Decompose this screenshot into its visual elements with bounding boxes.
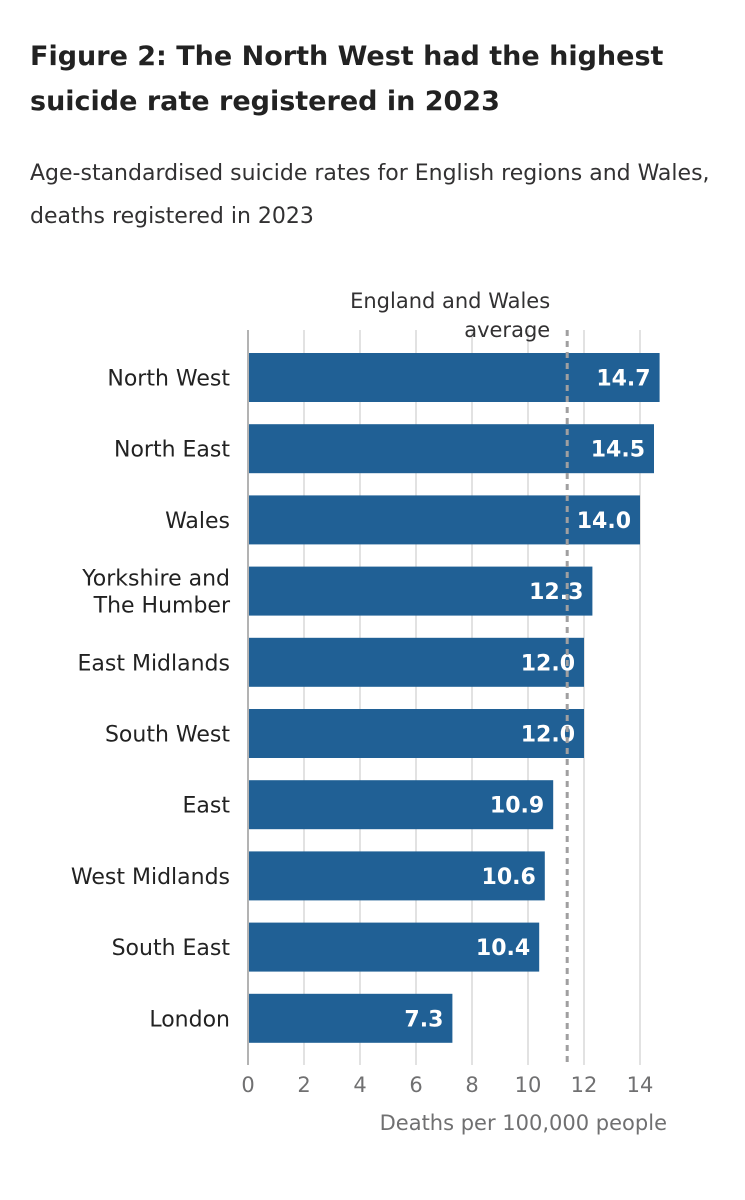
bar	[248, 709, 584, 758]
bar-value-label: 14.0	[577, 509, 631, 534]
bar	[248, 495, 640, 545]
category-label: North East	[114, 438, 230, 463]
category-label: East	[183, 794, 231, 819]
x-tick-label: 2	[297, 1073, 310, 1097]
category-label: Yorkshire and The Humber	[81, 567, 231, 619]
bar-value-label: 14.7	[596, 367, 650, 392]
bar	[248, 780, 554, 830]
bar-value-label: 10.6	[482, 865, 536, 890]
bar-value-label: 10.4	[476, 936, 530, 961]
chart-subtitle: Age-standardised suicide rates for Engli…	[30, 161, 710, 229]
bar	[248, 993, 453, 1043]
x-tick-label: 10	[515, 1073, 542, 1097]
category-label: North West	[107, 367, 230, 392]
bar	[248, 922, 540, 972]
x-tick-label: 8	[465, 1073, 478, 1097]
x-tick-label: 4	[353, 1073, 366, 1097]
reference-line-group: England and Wales average	[350, 289, 569, 1065]
bar	[248, 566, 593, 616]
average-reference-label: England and Wales average	[350, 289, 550, 342]
x-axis-title: Deaths per 100,000 people	[380, 1111, 667, 1135]
bar-value-label: 7.3	[404, 1007, 443, 1032]
chart-title: Figure 2: The North West had the highest…	[30, 41, 664, 117]
bars: 14.714.514.012.312.012.010.910.610.47.3	[248, 353, 660, 1043]
bar	[248, 424, 654, 474]
x-tick-label: 14	[627, 1073, 654, 1097]
bar	[248, 851, 545, 901]
category-label: East Midlands	[78, 651, 231, 676]
axes: 0 2 4 6 8 10 12 14 North West North East Wales York…	[71, 330, 667, 1135]
category-label: West Midlands	[71, 865, 230, 890]
x-tick-label: 0	[241, 1073, 254, 1097]
x-tick-label: 6	[409, 1073, 422, 1097]
category-label: London	[149, 1007, 230, 1032]
bar	[248, 637, 584, 687]
x-tick-label: 12	[571, 1073, 598, 1097]
bar-value-label: 10.9	[490, 794, 544, 819]
category-label: South East	[112, 936, 231, 961]
bar	[248, 353, 660, 402]
category-label: South West	[105, 723, 230, 748]
category-label: Wales	[165, 509, 230, 534]
bar-value-label: 12.3	[529, 580, 583, 605]
bar-value-label: 14.5	[591, 438, 645, 463]
